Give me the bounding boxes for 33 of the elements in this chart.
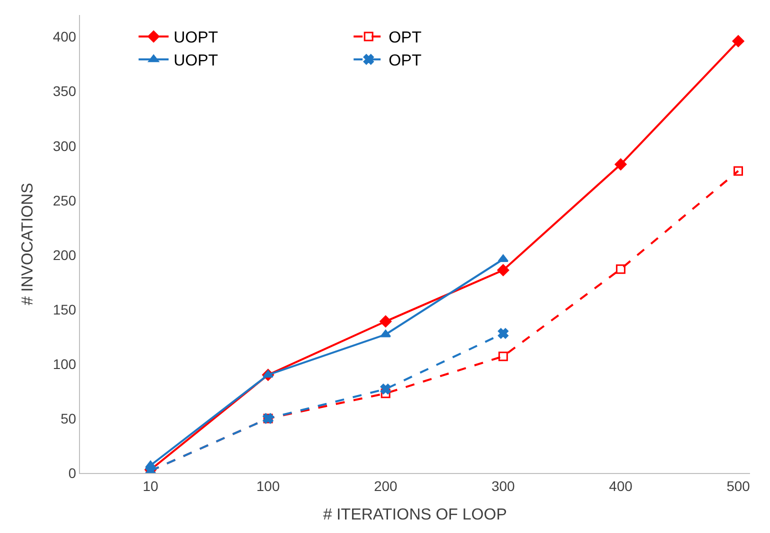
x-tick-label: 300 <box>491 478 516 494</box>
x-axis-title: # ITERATIONS OF LOOP <box>323 506 507 524</box>
x-tick-label: 10 <box>142 478 159 494</box>
x-tick-label: 400 <box>609 478 633 494</box>
y-tick-label: 50 <box>60 410 76 426</box>
y-axis-title: # INVOCATIONS <box>20 182 37 306</box>
y-tick-label: 100 <box>52 356 76 372</box>
point <box>732 35 744 48</box>
y-tick-label: 200 <box>52 246 76 263</box>
point <box>616 264 626 274</box>
point <box>262 370 274 378</box>
y-tick-label: 150 <box>52 301 76 318</box>
x-tick-label: 100 <box>256 478 280 494</box>
legend-label: OPT <box>388 30 422 47</box>
legend-label: UOPT <box>174 52 218 70</box>
y-tick-label: 400 <box>52 28 76 45</box>
y-tick-label: 0 <box>68 464 76 481</box>
x-tick-label: 500 <box>726 478 750 494</box>
point <box>498 352 508 362</box>
point <box>380 388 390 398</box>
x-tick-label: 200 <box>374 478 398 494</box>
legend-label: OPT <box>388 52 422 70</box>
legend-label: UOPT <box>174 30 218 47</box>
point <box>498 328 508 339</box>
y-tick-label: 250 <box>52 192 76 208</box>
y-tick-label: 350 <box>52 83 76 100</box>
point <box>734 166 743 176</box>
point <box>497 264 510 276</box>
point <box>614 158 627 170</box>
point <box>380 315 392 328</box>
y-tick-label: 300 <box>52 138 76 154</box>
point <box>380 330 391 338</box>
point <box>380 384 391 394</box>
